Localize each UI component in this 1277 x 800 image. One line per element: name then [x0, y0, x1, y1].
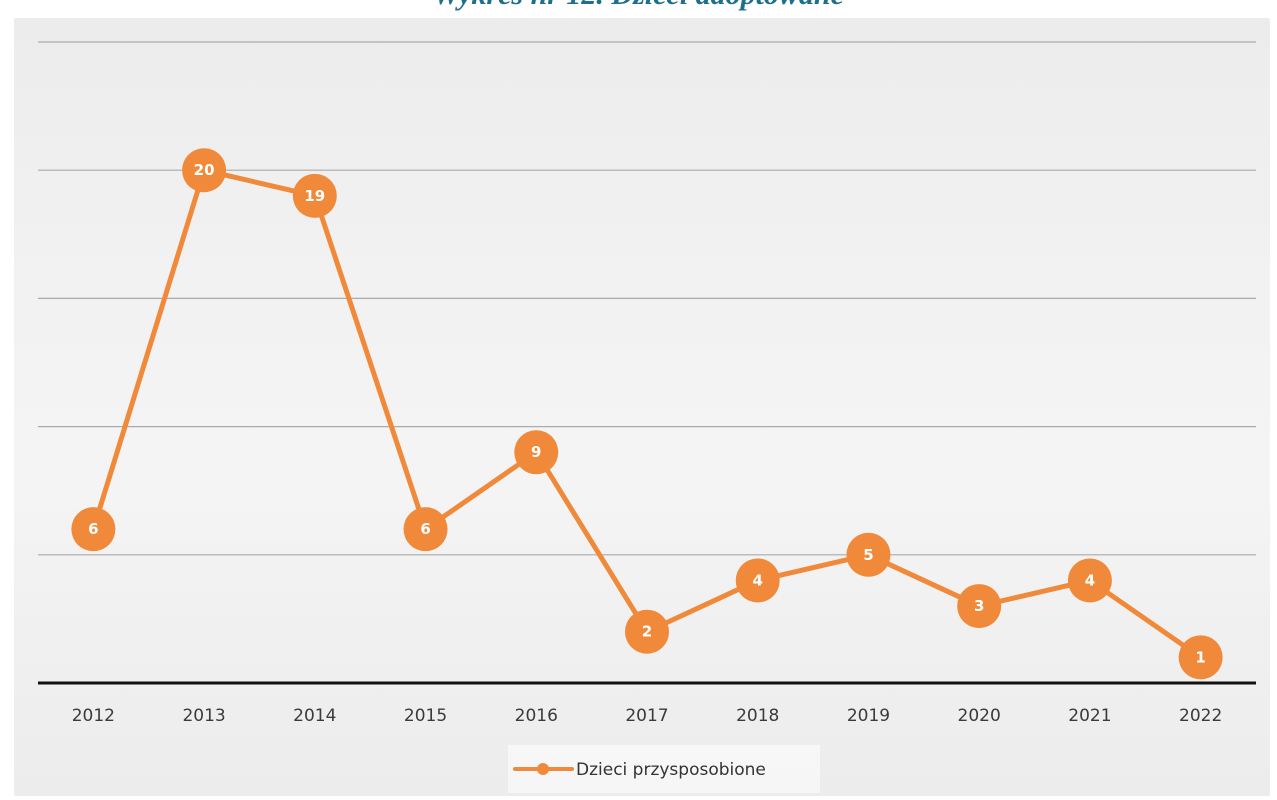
x-tick-label: 2012 [72, 706, 115, 726]
x-tick-label: 2017 [625, 706, 668, 726]
data-label: 4 [1085, 571, 1095, 589]
data-label: 4 [753, 571, 763, 589]
chart-title: Wykres nr 12. Dzieci adoptowane [0, 0, 1277, 12]
data-label: 5 [863, 546, 873, 564]
data-point [71, 507, 116, 552]
x-tick-label: 2019 [847, 706, 890, 726]
legend: Dzieci przysposobione [508, 745, 820, 793]
data-point [625, 609, 669, 654]
x-tick-label: 2018 [736, 706, 779, 726]
data-point [735, 558, 780, 603]
x-tick-label: 2014 [293, 706, 336, 726]
x-tick-label: 2022 [1179, 706, 1222, 726]
data-label: 1 [1195, 648, 1205, 666]
plot-area-background [14, 18, 1270, 796]
data-label: 19 [304, 187, 325, 205]
legend-label: Dzieci przysposobione [576, 760, 766, 780]
data-point [1067, 558, 1112, 603]
data-label: 9 [531, 443, 541, 461]
legend-marker [537, 763, 549, 775]
gridlines [38, 41, 1256, 556]
data-point [514, 430, 559, 475]
x-tick-label: 2015 [404, 706, 447, 726]
x-tick-labels: 2012 2013 2014 2015 2016 2017 2018 2019 2020 2021… [72, 706, 1223, 726]
x-tick-label: 2016 [515, 706, 558, 726]
data-point [403, 507, 448, 552]
data-label: 2 [642, 623, 652, 641]
data-point [1178, 635, 1223, 680]
x-tick-label: 2020 [958, 706, 1001, 726]
data-point [292, 173, 337, 218]
x-tick-label: 2021 [1068, 706, 1111, 726]
data-point [182, 148, 227, 193]
data-label: 6 [420, 520, 430, 538]
series-dzieci-przysposobione: 6 20 19 6 9 2 4 5 3 4 1 [71, 148, 1223, 680]
data-label: 20 [194, 161, 215, 179]
series-line [90, 167, 1204, 660]
data-label: 6 [88, 520, 98, 538]
x-tick-label: 2013 [182, 706, 225, 726]
data-label: 3 [974, 597, 984, 615]
data-point [846, 532, 891, 577]
data-point [957, 584, 1002, 629]
